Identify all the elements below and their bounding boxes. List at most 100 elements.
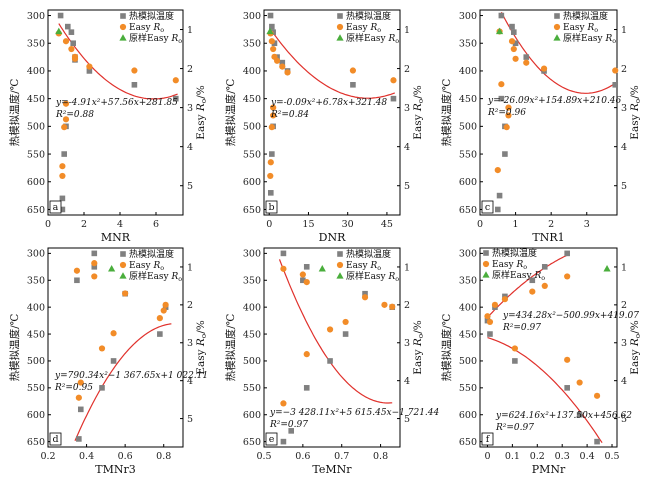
- y-axis-title: 热模拟温度/℃: [8, 313, 21, 381]
- x-tick-label: 30: [342, 219, 354, 230]
- x-tick-label: 15: [302, 219, 314, 230]
- raw-easy-ro-point: [603, 265, 611, 272]
- temp-point: [509, 23, 515, 30]
- temp-point: [77, 406, 84, 413]
- legend-marker-circle: [553, 23, 561, 31]
- y-tick-label: 350: [459, 276, 477, 287]
- easy-ro-point: [593, 392, 601, 399]
- raw-easy-ro-point: [55, 27, 63, 35]
- panel-label-box: [49, 432, 62, 446]
- y-tick-label: 500: [459, 356, 477, 367]
- temp-point: [496, 192, 503, 199]
- y-tick-label: 400: [243, 302, 261, 313]
- y-tick-label: 300: [459, 11, 477, 22]
- x-tick-label: 0.4: [79, 451, 94, 462]
- easy-ro-point: [505, 112, 512, 119]
- easy-ro-point: [75, 394, 82, 401]
- legend-marker-circle: [119, 261, 127, 269]
- fit-curve-1: [278, 259, 393, 404]
- legend-marker-square: [120, 251, 126, 257]
- series-triangle: [108, 265, 116, 272]
- y-tick-label: 450: [27, 329, 45, 340]
- legend-label: Easy Ro: [563, 23, 598, 34]
- easy-ro-point: [156, 315, 163, 322]
- y2-tick-label: 4: [404, 142, 410, 153]
- temp-point: [99, 385, 105, 391]
- legend-label: 热模拟温度: [492, 247, 537, 259]
- easy-ro-point: [491, 301, 499, 308]
- legend-marker-triangle: [336, 272, 344, 279]
- fit-r-squared: R²=0.84: [270, 110, 309, 120]
- y-tick-label: 550: [243, 149, 261, 160]
- easy-ro-point: [62, 116, 70, 123]
- y-tick-label: 650: [459, 437, 477, 448]
- y2-tick-label: 1: [187, 25, 193, 36]
- easy-ro-point: [498, 81, 505, 88]
- y2-tick-label: 3: [187, 103, 193, 114]
- legend-marker-circle: [482, 260, 490, 268]
- temp-point: [564, 385, 570, 391]
- y2-tick-label: 3: [621, 338, 627, 349]
- temp-point: [59, 195, 66, 202]
- temp-point: [65, 23, 71, 30]
- legend-marker-circle: [119, 23, 127, 31]
- y-tick-label: 500: [243, 122, 261, 133]
- y-axis-title: 热模拟温度/℃: [440, 78, 453, 146]
- easy-ro-point: [162, 301, 169, 308]
- temp-point: [74, 277, 80, 284]
- x-tick-label: 0.5: [256, 451, 271, 462]
- fit-curve-1: [74, 323, 172, 442]
- temp-point: [494, 206, 501, 213]
- easy-ro-point: [361, 294, 369, 301]
- fit-equation: y=434.28x²−500.99x+419.07: [502, 311, 639, 321]
- temp-point: [269, 151, 275, 157]
- fit-equation: y=−3 428.11x²+5 615.45x−1 721.44: [269, 408, 440, 418]
- x-tick-label: 3: [584, 219, 590, 230]
- easy-ro-point: [523, 59, 530, 66]
- plot-frame: [47, 247, 184, 448]
- y-tick-label: 400: [459, 66, 477, 77]
- temp-point: [70, 40, 76, 47]
- temp-point: [280, 438, 287, 445]
- y-tick-label: 600: [27, 177, 45, 188]
- temp-point: [502, 151, 508, 157]
- y-tick-label: 650: [243, 437, 261, 448]
- y-tick-label: 300: [243, 249, 261, 260]
- y2-tick-label: 3: [187, 338, 193, 349]
- legend-marker-square: [120, 13, 126, 19]
- easy-ro-point: [381, 301, 388, 308]
- temp-point: [350, 81, 356, 88]
- easy-ro-point: [86, 63, 93, 70]
- panel-label: d: [52, 434, 58, 445]
- x-axis-title: TMNr3: [95, 463, 135, 476]
- easy-ro-point: [576, 379, 583, 386]
- temp-point: [498, 12, 505, 19]
- plot-frame: [47, 9, 184, 216]
- easy-ro-point: [267, 172, 274, 180]
- easy-ro-point: [540, 65, 548, 72]
- easy-ro-point: [62, 100, 70, 107]
- y2-axis-title: Easy Ro/%: [195, 320, 208, 374]
- panel-label: b: [268, 202, 274, 213]
- easy-ro-point: [273, 57, 281, 64]
- fit-equation: y=-26.09x²+154.89x+210.46: [487, 96, 622, 106]
- x-axis-title: TNR1: [532, 231, 564, 244]
- panel-label: e: [269, 434, 275, 445]
- y2-tick-label: 1: [621, 262, 627, 273]
- legend-label: 热模拟温度: [563, 10, 608, 22]
- easy-ro-point: [62, 38, 70, 45]
- easy-ro-point: [280, 265, 287, 272]
- series-triangle: [318, 265, 326, 272]
- legend-marker-square: [483, 250, 489, 256]
- series-triangle: [495, 27, 504, 35]
- temp-point: [342, 331, 349, 337]
- y-tick-label: 550: [459, 149, 477, 160]
- easy-ro-point: [59, 172, 66, 180]
- x-axis-title: PMNr: [532, 463, 566, 476]
